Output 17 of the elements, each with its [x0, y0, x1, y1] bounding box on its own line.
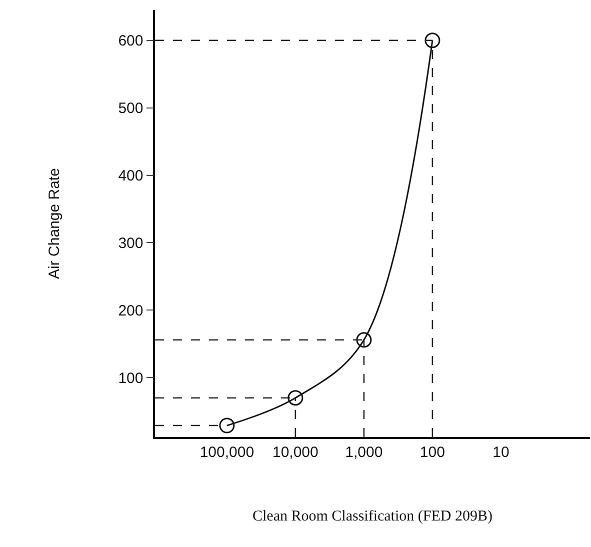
point — [424, 32, 440, 48]
x-tick-label: 10,000 — [272, 444, 318, 461]
y-tick-label: 500 — [118, 100, 144, 118]
point — [356, 332, 372, 348]
x-tick-label: 100,000 — [200, 444, 254, 461]
x-tick-label: 10 — [492, 444, 510, 461]
y-tick-label: 100 — [118, 370, 144, 387]
x-axis-title: Clean Room Classification (FED 209B) — [252, 508, 492, 524]
y-tick-label: 200 — [118, 302, 144, 320]
y-tick-label: 300 — [118, 234, 144, 252]
point — [219, 418, 235, 434]
y-tick-label: 600 — [118, 32, 144, 50]
x-tick-label: 1,000 — [345, 444, 383, 461]
y-axis-title: Air Change Rate — [46, 168, 63, 279]
point — [288, 390, 304, 406]
x-tick-label: 100 — [420, 444, 445, 461]
y-tick-label: 400 — [118, 168, 144, 185]
